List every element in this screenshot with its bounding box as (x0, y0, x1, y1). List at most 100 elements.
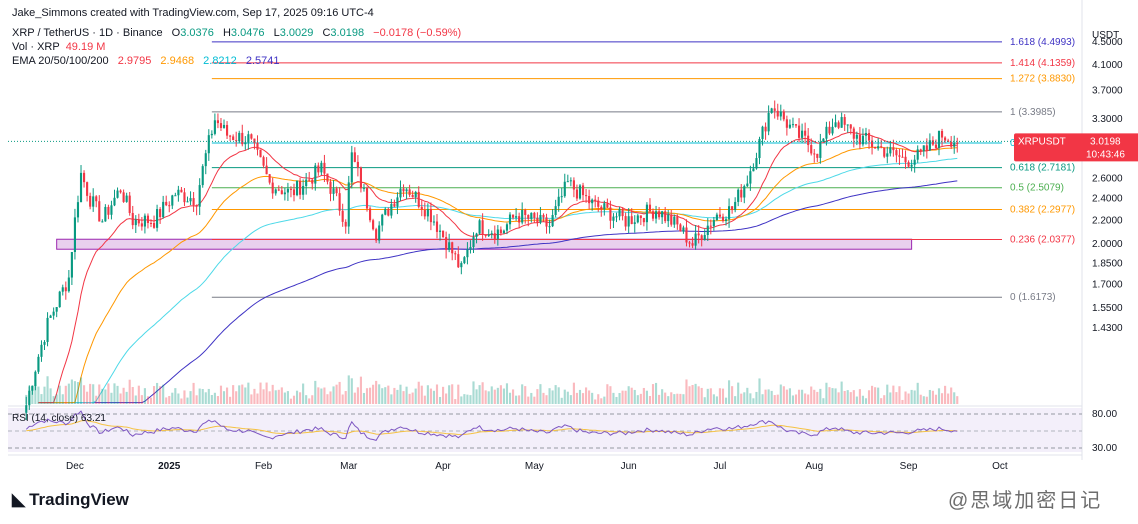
candle (654, 205, 658, 224)
candle-body (225, 124, 229, 136)
candle-body (956, 142, 959, 145)
candle-body (779, 111, 782, 117)
candle-body (940, 130, 944, 138)
volume-bar (37, 386, 40, 404)
fib-level-label: 0.618 (2.7181) (1010, 163, 1075, 174)
candle (855, 131, 858, 146)
candle (706, 218, 709, 242)
volume-bar (381, 388, 384, 404)
volume-bar (122, 387, 125, 404)
volume-bar (688, 386, 691, 404)
x-tick-label: Jul (714, 461, 727, 472)
volume-bar (448, 385, 451, 404)
volume-bar (335, 384, 338, 404)
candle (871, 135, 874, 155)
candle (171, 194, 174, 210)
volume-bar (773, 395, 776, 404)
volume-bar (947, 393, 950, 404)
candle (825, 121, 828, 146)
candle (283, 187, 286, 201)
volume-bar (511, 389, 515, 404)
volume-bar (156, 382, 159, 404)
candle (913, 154, 916, 173)
candle-body (490, 233, 493, 235)
candle (874, 146, 877, 149)
candle-body (305, 179, 308, 187)
candle-body (113, 197, 116, 206)
candle-body (308, 179, 311, 181)
volume-bar (119, 393, 122, 404)
price-tick-label: 2.2000 (1092, 215, 1123, 226)
candle-body (299, 180, 302, 195)
x-tick-label: Dec (66, 461, 84, 472)
candle (819, 133, 822, 164)
candle-body (600, 206, 603, 210)
candle (712, 216, 715, 231)
candle-body (487, 234, 490, 236)
candle (937, 130, 941, 156)
candle (630, 208, 633, 225)
volume-bar (131, 387, 134, 404)
volume-bar (201, 389, 204, 404)
candle-body (594, 199, 597, 201)
candle-body (445, 237, 448, 250)
volume-bar (527, 396, 530, 404)
x-tick-label: Aug (805, 461, 823, 472)
candle (770, 107, 773, 114)
volume-bar (152, 386, 156, 404)
volume-bar (86, 391, 89, 404)
candle (247, 130, 250, 150)
candle-body (168, 205, 171, 207)
volume-bar (372, 384, 375, 404)
ema50-line (38, 146, 958, 404)
volume-bar (819, 388, 822, 404)
volume-bar (289, 398, 293, 404)
candle (581, 182, 585, 201)
candle-body (724, 219, 728, 221)
candle (302, 179, 305, 200)
candle (347, 175, 350, 234)
volume-bar (101, 388, 104, 404)
candle (411, 190, 414, 198)
candle-body (801, 130, 804, 138)
candle (618, 206, 621, 221)
candle-body (353, 152, 356, 162)
candle-body (700, 235, 703, 241)
candle (25, 396, 28, 420)
volume-bar (950, 387, 953, 404)
volume-bar (429, 388, 432, 404)
candle-body (207, 135, 210, 154)
candle-body (840, 117, 843, 128)
candle-body (61, 287, 64, 292)
candle (472, 232, 475, 254)
volume-bar (752, 398, 755, 404)
candle-body (791, 124, 795, 126)
candle-body (396, 197, 399, 207)
volume-bar (40, 394, 43, 404)
volume-bar (469, 395, 472, 404)
candle (493, 225, 496, 244)
candle (113, 189, 116, 207)
candle-body (435, 221, 439, 232)
candle (953, 135, 956, 154)
candle (944, 136, 947, 144)
candle-body (286, 188, 289, 193)
tradingview-logo: ◣ TradingView (12, 490, 129, 509)
fib-level-label: 1.414 (4.1359) (1010, 58, 1075, 69)
candle (694, 225, 697, 250)
rsi-ma-line (26, 419, 958, 436)
candle-body (527, 215, 530, 219)
volume-bar (639, 393, 642, 404)
candle-body (317, 165, 320, 173)
candle (34, 370, 37, 391)
candle (545, 213, 548, 234)
candle (883, 147, 886, 159)
volume-bar (837, 392, 840, 404)
candle (86, 181, 89, 202)
volume-bar (204, 392, 207, 404)
candle-body (916, 149, 919, 160)
candle-body (86, 182, 89, 196)
volume-bar (530, 392, 533, 404)
candle-body (947, 140, 950, 142)
